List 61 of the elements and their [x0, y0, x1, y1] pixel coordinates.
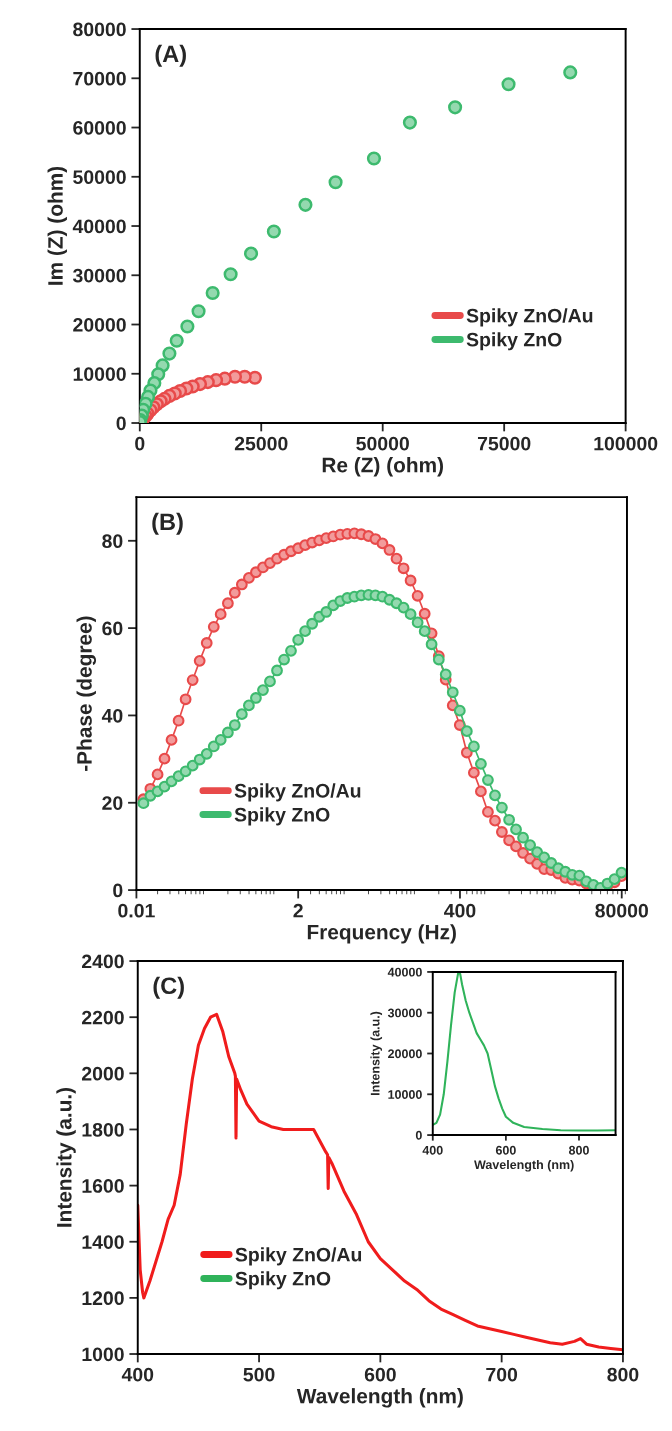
y-tick-label: 20000 [73, 317, 126, 332]
y-tick-label: 2400 [81, 954, 124, 969]
y-axis-title: Im (Z) (ohm) [47, 166, 67, 285]
y-tick-label: 0 [415, 1130, 422, 1140]
x-tick-label: 800 [607, 1367, 639, 1382]
y-tick-label: 2000 [81, 1066, 124, 1081]
y-tick-label: 20 [102, 796, 123, 810]
x-tick-label: 80000 [595, 903, 648, 918]
y-tick-label: 50000 [73, 170, 126, 185]
x-tick-label: 800 [568, 1145, 589, 1155]
y-tick-label: 80 [102, 534, 123, 549]
x-tick-label: 600 [364, 1367, 396, 1382]
y-tick-label: 1800 [82, 1122, 124, 1137]
y-axis-title: Intensity (a.u.) [56, 1087, 76, 1227]
x-tick-label: 400 [422, 1145, 443, 1155]
x-tick-label: 400 [444, 903, 476, 918]
x-tick-label: 0 [135, 436, 145, 451]
annotation: (A) [155, 44, 186, 67]
x-tick-label: 400 [121, 1367, 154, 1382]
x-axis-title: Wavelength (nm) [296, 1388, 463, 1408]
x-tick-label: 100000 [594, 436, 658, 451]
x-tick-label: 2 [293, 903, 303, 918]
legend-label: Spiky ZnO [466, 332, 562, 351]
legend-label: Spiky ZnO [235, 1271, 331, 1290]
y-tick-label: 10000 [73, 367, 126, 381]
y-tick-label: 40000 [387, 967, 422, 977]
legend-label: Spiky ZnO/Au [466, 308, 593, 327]
annotation: (B) [152, 512, 183, 535]
x-axis-title: Re (Z) (ohm) [322, 457, 443, 477]
x-tick-label: 700 [486, 1367, 518, 1382]
x-tick-label: 600 [495, 1145, 516, 1155]
x-tick-label: 25000 [234, 436, 288, 451]
x-tick-label: 500 [243, 1367, 275, 1382]
x-tick-label: 0.01 [118, 903, 155, 918]
y-tick-label: 1200 [82, 1291, 124, 1306]
y-axis-title: -Phase (degree) [76, 616, 97, 771]
y-tick-label: 40000 [72, 219, 126, 234]
y-tick-label: 30000 [387, 1008, 422, 1018]
y-tick-label: 20000 [388, 1049, 422, 1059]
y-tick-label: 70000 [73, 71, 126, 86]
legend-label: Spiky ZnO/Au [235, 1247, 362, 1266]
legend-label: Spiky ZnO/Au [234, 783, 361, 802]
y-tick-label: 1000 [82, 1347, 124, 1362]
y-tick-label: 60 [102, 621, 123, 636]
y-tick-label: 60000 [73, 121, 126, 135]
y-tick-label: 10000 [388, 1090, 422, 1099]
y-tick-label: 80000 [73, 22, 126, 37]
y-axis-title: Intensity (a.u.) [370, 1011, 383, 1096]
annotation: (C) [153, 976, 184, 999]
x-tick-label: 75000 [477, 436, 531, 451]
y-tick-label: 0 [116, 416, 126, 431]
x-tick-label: 50000 [356, 436, 409, 451]
y-tick-label: 0 [113, 883, 123, 898]
y-tick-label: 1400 [82, 1235, 124, 1249]
y-tick-label: 2200 [81, 1010, 124, 1025]
y-tick-label: 1600 [82, 1179, 124, 1193]
x-axis-title: Wavelength (nm) [474, 1159, 574, 1172]
x-axis-title: Frequency (Hz) [307, 924, 456, 944]
y-tick-label: 30000 [72, 268, 126, 283]
y-tick-label: 40 [101, 708, 123, 723]
legend-label: Spiky ZnO [234, 807, 330, 826]
